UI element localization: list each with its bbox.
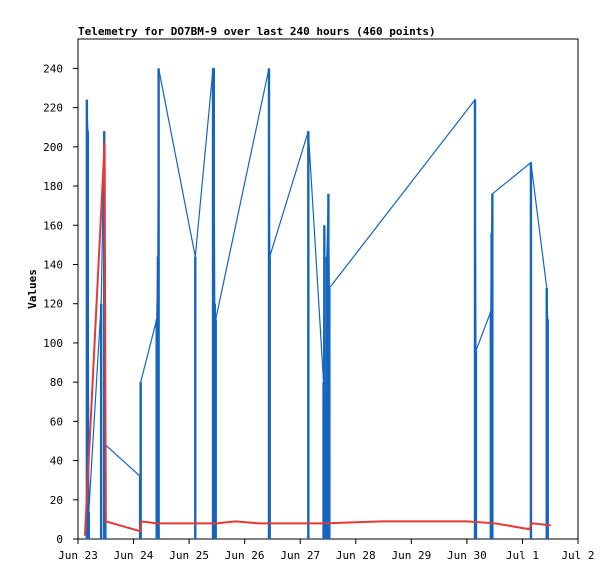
data-point [103,142,106,144]
data-point [322,522,325,525]
data-point [84,534,86,536]
y-tick-label: 60 [50,415,63,428]
data-point [276,522,278,525]
y-axis-label: Values [26,269,39,309]
data-point [140,520,143,523]
y-tick-label: 160 [43,219,63,232]
data-point [466,520,468,523]
y-tick-label: 220 [43,102,63,115]
series-layer [83,67,552,539]
x-tick-label: Jul 2 [561,549,594,562]
y-tick-label: 100 [43,337,63,350]
y-tick-label: 0 [56,533,63,546]
data-point [382,520,385,523]
chart-title: Telemetry for DO7BM-9 over last 240 hour… [78,25,436,38]
y-tick-label: 20 [50,494,63,507]
data-point [104,520,107,523]
data-point [234,520,237,523]
x-tick-label: Jun 28 [336,549,376,562]
x-axis: Jun 23 Jun 24 Jun 25 Jun 26 Jun 27 Jun 28 Jun … [58,539,595,562]
y-tick-label: 240 [43,62,63,75]
data-point [493,522,496,525]
data-point [216,522,218,525]
data-point [257,522,260,525]
x-tick-label: Jun 27 [280,549,320,562]
data-point [139,530,141,532]
x-tick-label: Jun 30 [447,549,487,562]
y-tick-label: 120 [43,298,63,311]
y-tick-label: 200 [43,141,63,154]
y-tick-label: 80 [50,376,63,389]
y-axis: 0 20 40 60 80 100 120 140 160 180 200 220 240 [43,62,78,546]
y-tick-label: 140 [43,258,63,271]
x-tick-label: Jun 29 [391,549,431,562]
x-tick-label: Jun 26 [225,549,265,562]
data-point [528,528,531,530]
x-tick-label: Jun 23 [58,549,98,562]
y-tick-label: 40 [50,455,63,468]
data-point [549,524,552,527]
y-tick-label: 180 [43,180,63,193]
data-point [530,522,533,525]
data-point [155,522,158,525]
x-tick-label: Jun 25 [169,549,209,562]
x-tick-label: Jun 24 [114,549,154,562]
x-tick-label: Jul 1 [506,549,539,562]
